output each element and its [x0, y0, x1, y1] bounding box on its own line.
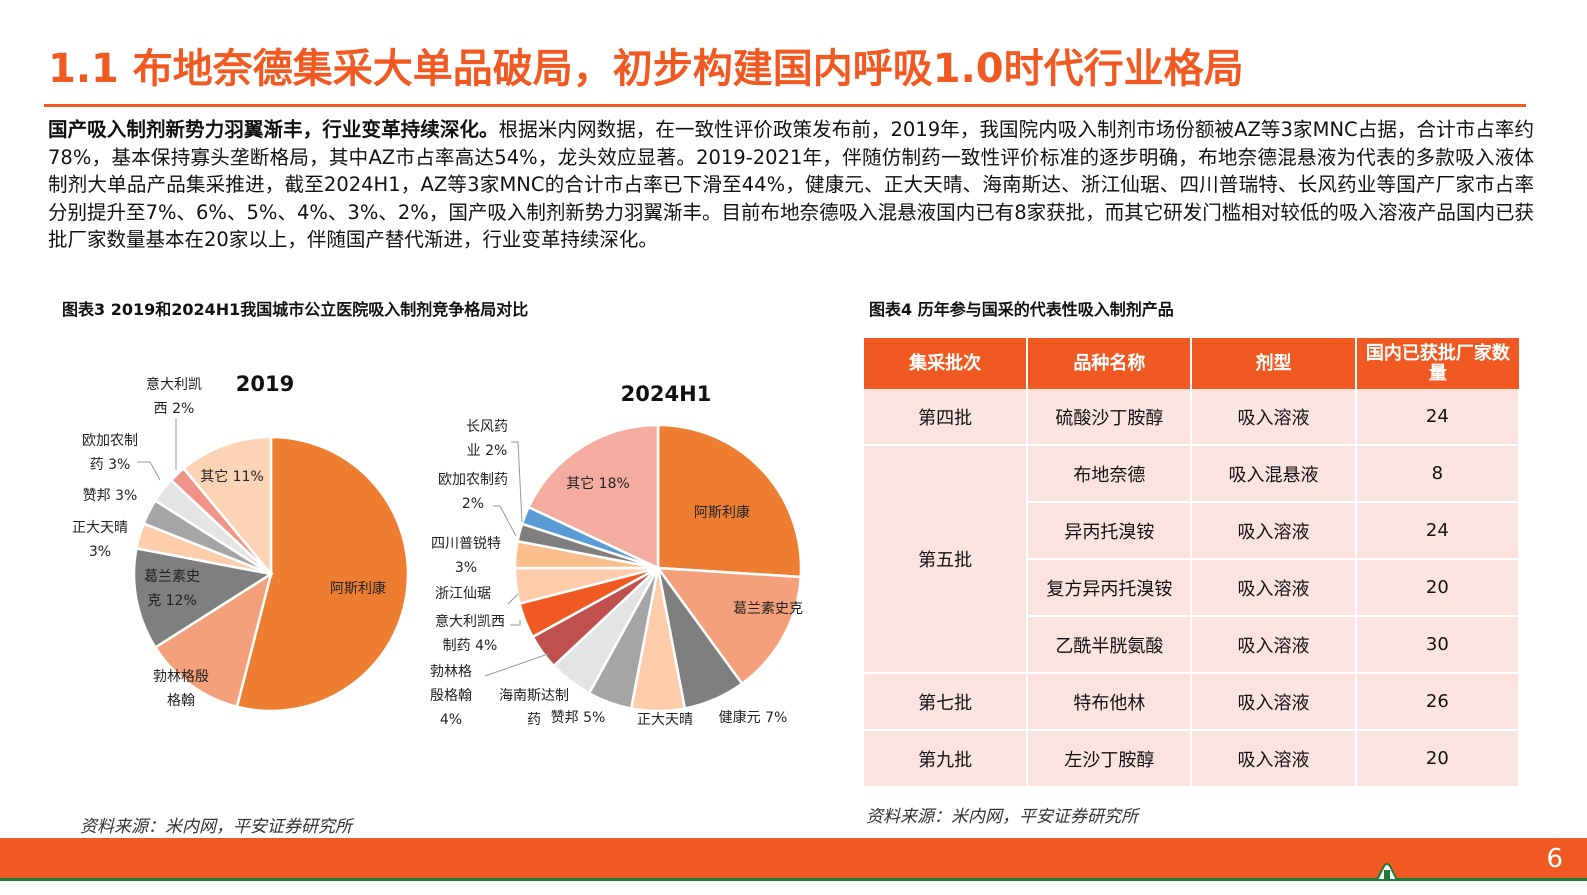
cell-name: 复方异丙托溴铵 — [1027, 559, 1193, 617]
cell-count: 30 — [1355, 616, 1521, 674]
pie-label: 其它 11% — [200, 469, 264, 485]
cell-form: 吸入溶液 — [1191, 389, 1357, 446]
summary-body: 根据米内网数据，在一致性评价政策发布前，2019年，我国院内吸入制剂市场份额被A… — [48, 118, 1534, 251]
pie-label: 葛兰素史 克 12% — [144, 569, 200, 609]
pie-2019-title: 2019 — [235, 372, 295, 396]
table-row: 第七批 特布他林 吸入溶液 26 — [864, 673, 1521, 731]
pie-slice-0-7 — [181, 435, 273, 578]
pie-label: 正大天晴 — [637, 712, 693, 728]
pie-label: 健康元 7% — [718, 710, 788, 726]
summary-lead: 国产吸入制剂新势力羽翼渐丰，行业变革持续深化。 — [48, 118, 499, 141]
cell-name: 乙酰半胱氨酸 — [1027, 616, 1193, 674]
cell-form: 吸入溶液 — [1191, 616, 1357, 674]
cell-name: 特布他林 — [1027, 673, 1193, 731]
pie-label: 欧加农制 药 3% — [82, 433, 138, 473]
cell-count: 20 — [1355, 730, 1521, 788]
cell-form: 吸入混悬液 — [1191, 445, 1357, 503]
leader-line — [511, 441, 523, 523]
pie-label: 意大利凯 西 2% — [146, 377, 202, 417]
cell-count: 20 — [1355, 559, 1521, 617]
table-header-row: 集采批次 品种名称 剂型 国内已获批厂家数量 — [864, 338, 1519, 389]
cell-batch: 第五批 — [864, 445, 1029, 674]
company-logo-icon — [1376, 863, 1398, 880]
leader-line — [137, 461, 161, 481]
figure3-source: 资料来源：米内网，平安证券研究所 — [80, 817, 352, 837]
cell-name: 硫酸沙丁胺醇 — [1027, 389, 1193, 446]
pie-slice-1-1 — [655, 566, 803, 686]
pie-label: 长风药 业 2% — [466, 419, 508, 459]
table-row: 第五批 布地奈德 吸入混悬液 8 — [864, 445, 1521, 674]
pie-label: 欧加农制药 2% — [438, 472, 508, 512]
pie-2024h1-title: 2024H1 — [620, 382, 712, 406]
pie-2024h1 — [513, 423, 803, 713]
pie-label: 勃林格殷 格翰 — [153, 669, 209, 709]
pie-label: 意大利凯西 制药 4% — [435, 614, 505, 654]
footer-line — [0, 878, 1587, 895]
products-table: 集采批次 品种名称 剂型 国内已获批厂家数量 第四批 硫酸沙丁胺醇 吸入溶液 24 第… — [864, 338, 1521, 788]
pie-slice-0-2 — [132, 546, 275, 650]
leader-line — [510, 620, 521, 626]
summary-paragraph: 国产吸入制剂新势力羽翼渐丰，行业变革持续深化。根据米内网数据，在一致性评价政策发… — [48, 116, 1534, 254]
cell-name: 布地奈德 — [1027, 445, 1193, 503]
leader-line — [493, 505, 517, 537]
cell-count: 24 — [1355, 502, 1521, 560]
cell-form: 吸入溶液 — [1191, 673, 1357, 731]
pie-label: 四川普锐特 3% — [431, 536, 501, 576]
pie-label: 正大天晴 3% — [72, 520, 128, 560]
figure4-caption: 图表4 历年参与国采的代表性吸入制剂产品 — [869, 300, 1174, 319]
pie-slice-0-1 — [153, 571, 273, 709]
cell-batch: 第七批 — [864, 673, 1029, 731]
pie-label: 赞邦 5% — [550, 710, 606, 726]
cell-batch: 第九批 — [864, 730, 1029, 788]
table-row: 复方异丙托溴铵 吸入溶液 20 — [864, 559, 1521, 617]
table-row: 乙酰半胱氨酸 吸入溶液 30 — [864, 616, 1521, 674]
cell-count: 24 — [1355, 389, 1521, 446]
pie-label: 其它 18% — [566, 476, 630, 492]
pie-label: 阿斯利康 — [330, 581, 386, 597]
table-row: 异丙托溴铵 吸入溶液 24 — [864, 502, 1521, 560]
pie-label: 葛兰素史克 — [733, 601, 803, 617]
cell-batch: 第四批 — [864, 389, 1029, 446]
cell-form: 吸入溶液 — [1191, 502, 1357, 560]
pie-label: 勃林格 殷格翰 4% — [430, 664, 472, 728]
table-row: 第四批 硫酸沙丁胺醇 吸入溶液 24 — [864, 389, 1521, 446]
leader-lines — [137, 418, 549, 677]
header-batch: 集采批次 — [864, 338, 1029, 389]
pie-slice-1-12 — [526, 423, 660, 570]
header-name: 品种名称 — [1027, 338, 1193, 389]
pie-label: 阿斯利康 — [694, 505, 750, 521]
cell-name: 异丙托溴铵 — [1027, 502, 1193, 560]
title-divider — [44, 104, 1526, 107]
cell-count: 8 — [1355, 445, 1521, 503]
footer-bar — [0, 838, 1587, 878]
page-number: 6 — [1546, 844, 1563, 874]
pie-2019 — [132, 435, 410, 713]
leader-line — [507, 593, 519, 605]
pie-label: 海南斯达制 药 — [499, 688, 569, 728]
figure4-source: 资料来源：米内网，平安证券研究所 — [866, 807, 1138, 827]
cell-count: 26 — [1355, 673, 1521, 731]
figure3-caption: 图表3 2019和2024H1我国城市公立医院吸入制剂竞争格局对比 — [62, 300, 529, 319]
pie-label: 赞邦 3% — [82, 488, 138, 504]
table-row: 第九批 左沙丁胺醇 吸入溶液 20 — [864, 730, 1521, 788]
cell-form: 吸入溶液 — [1191, 730, 1357, 788]
pie-slice-0-0 — [235, 435, 410, 713]
pie-slice-1-0 — [656, 423, 803, 579]
header-count: 国内已获批厂家数量 — [1355, 338, 1519, 389]
cell-form: 吸入溶液 — [1191, 559, 1357, 617]
pie-label: 浙江仙琚 — [435, 586, 491, 602]
leader-line — [484, 653, 549, 677]
page-title: 1.1 布地奈德集采大单品破局，初步构建国内呼吸1.0时代行业格局 — [48, 46, 1244, 92]
cell-name: 左沙丁胺醇 — [1027, 730, 1193, 788]
header-form: 剂型 — [1191, 338, 1357, 389]
